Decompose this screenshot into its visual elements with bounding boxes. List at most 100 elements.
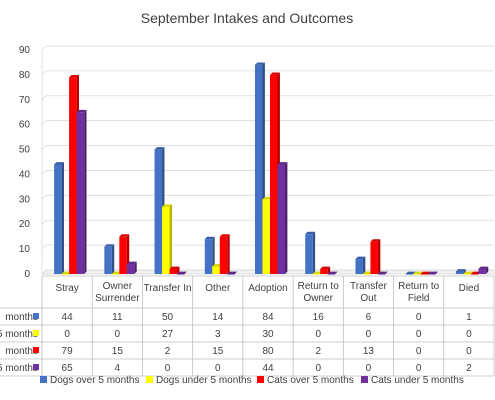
table-row-key	[33, 347, 39, 353]
bar-top	[413, 271, 424, 274]
bar	[355, 256, 366, 274]
bar-top	[76, 109, 87, 113]
bar-side	[327, 266, 331, 274]
table-row-key	[33, 313, 39, 319]
bar-side	[463, 269, 466, 274]
bar-side	[485, 266, 489, 274]
table-cell: 0	[115, 329, 121, 340]
table-cell: 50	[162, 312, 174, 323]
bar-top	[362, 271, 373, 274]
bar-front	[126, 264, 135, 274]
table-row-label: months	[5, 312, 38, 323]
bar	[126, 261, 137, 274]
bar-front	[212, 266, 220, 274]
category-label: Owner	[303, 293, 333, 304]
bar	[470, 271, 481, 275]
bar-top	[327, 271, 338, 274]
table-cell: 0	[466, 329, 472, 340]
y-tick-label: 60	[19, 120, 31, 131]
bar-front	[69, 77, 77, 274]
bar-front	[162, 206, 170, 274]
table-cell: 6	[366, 312, 372, 323]
bar-front	[470, 274, 479, 275]
bar-front	[111, 274, 120, 275]
bar-side	[61, 162, 65, 274]
bar-top	[204, 236, 215, 240]
bar-front	[413, 274, 421, 275]
legend-swatch	[40, 376, 47, 383]
table-cell: 14	[212, 312, 224, 323]
bar-top	[320, 266, 331, 270]
bar	[370, 239, 381, 274]
legend-swatch	[361, 376, 368, 383]
bar-top	[69, 74, 80, 78]
bar-top	[111, 271, 122, 274]
category-label: Transfer In	[144, 283, 192, 294]
y-tick-label: 10	[19, 244, 31, 255]
category-label: Owner	[103, 281, 133, 292]
bar-top	[262, 196, 273, 200]
legend-swatch	[257, 376, 264, 383]
gridline-stub	[41, 195, 47, 200]
bar-front	[405, 274, 414, 275]
bar-top	[312, 271, 323, 274]
gridline-stub	[41, 120, 47, 125]
table-cell: 0	[366, 329, 372, 340]
bar	[54, 162, 65, 274]
bar-top	[104, 244, 115, 247]
bar-front	[119, 236, 127, 274]
category-label: Surrender	[95, 293, 140, 304]
y-tick-label: 0	[24, 269, 30, 280]
bar-front	[420, 274, 429, 275]
bar-top	[370, 239, 381, 242]
bar-front	[355, 259, 363, 274]
y-tick-label: 40	[19, 169, 31, 180]
bar-front	[377, 274, 386, 275]
bar-front	[312, 274, 321, 275]
gridline-stub	[41, 219, 47, 225]
bar	[227, 271, 238, 275]
bar-side	[312, 231, 316, 274]
legend-item: Dogs under 5 months	[146, 375, 252, 386]
category-label: Died	[459, 283, 480, 294]
bar-front	[463, 274, 471, 275]
table-cell: 0	[315, 329, 321, 340]
bar	[111, 271, 122, 275]
bar-top	[420, 271, 431, 274]
bar-top	[428, 271, 439, 274]
y-tick-label: 30	[19, 194, 31, 205]
legend-item: Cats over 5 months	[257, 375, 354, 386]
chart-title: September Intakes and Outcomes	[141, 10, 353, 26]
bar-front	[362, 274, 371, 275]
bar-top	[277, 162, 288, 165]
bars	[54, 62, 489, 275]
legend-label: Cats under 5 months	[371, 375, 464, 386]
gridline-stub	[41, 70, 47, 76]
table-cell: 2	[315, 346, 321, 357]
table-row-label: months	[5, 346, 38, 357]
bar-top	[126, 261, 137, 265]
table-row-label: 5 months	[0, 363, 38, 374]
bar-top	[478, 266, 489, 270]
bar	[204, 236, 215, 274]
table-cell: 15	[212, 346, 224, 357]
bar-front	[204, 239, 213, 274]
bar-front	[305, 234, 313, 274]
bar	[455, 269, 466, 274]
category-label: Out	[360, 293, 376, 304]
bar-side	[285, 162, 288, 274]
category-label: Adoption	[248, 283, 287, 294]
table-cell: 0	[315, 363, 321, 374]
bar	[413, 271, 424, 275]
bar-top	[177, 271, 187, 274]
gridline-stub	[41, 45, 47, 51]
gridline-stub	[41, 269, 47, 275]
bar	[104, 244, 115, 274]
bar-top	[169, 266, 180, 270]
bar-front	[54, 164, 62, 274]
bar	[305, 231, 316, 274]
table-cell: 65	[62, 363, 74, 374]
bar-top	[54, 162, 65, 165]
table-cell: 1	[466, 312, 472, 323]
